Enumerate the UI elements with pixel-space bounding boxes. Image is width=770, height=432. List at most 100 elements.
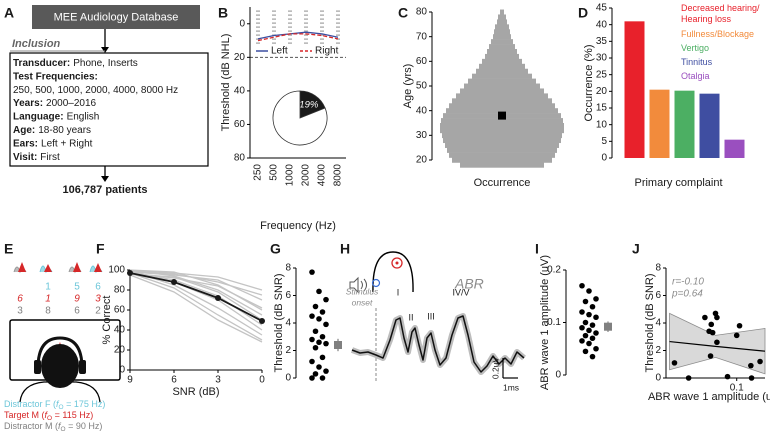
criterion-value: English: [67, 111, 100, 122]
violin-bin: [445, 142, 559, 148]
violin-bin: [498, 14, 506, 20]
y-tick-label: 0: [655, 373, 661, 384]
data-point: [319, 309, 326, 315]
data-point: [312, 344, 319, 351]
criterion: Visit: First: [13, 151, 60, 162]
data-point: [593, 296, 599, 302]
talker-name: Target M (: [4, 410, 45, 420]
panel-label: A: [4, 5, 14, 21]
violin-bin: [497, 19, 507, 25]
data-point: [707, 353, 714, 359]
peak-label: II: [408, 312, 413, 322]
f0-subscript: O: [59, 404, 64, 411]
data-point: [316, 339, 322, 346]
y-tick-label: 20: [234, 52, 246, 63]
y-tick-label: 20: [596, 86, 608, 97]
data-point: [593, 345, 599, 352]
criterion-value: 18-80 years: [38, 125, 91, 136]
violin-bin: [440, 127, 564, 134]
criterion-key: Language:: [13, 111, 64, 122]
data-point: [736, 322, 743, 329]
y-tick-label: 20: [114, 345, 126, 356]
digit: 3: [95, 294, 101, 305]
series-line: [129, 274, 263, 343]
data-point: [579, 309, 585, 315]
digit: 2: [95, 306, 101, 317]
criterion-value: 250, 500, 1000, 2000, 4000, 8000 Hz: [13, 84, 178, 95]
criterion-value: First: [40, 151, 60, 162]
y-tick-label: 45: [596, 3, 608, 14]
mean-marker: [334, 341, 342, 349]
data-point: [714, 314, 720, 321]
criterion-key: Age:: [13, 125, 35, 136]
waveform: [351, 315, 525, 373]
y-tick-label: 0: [239, 18, 245, 29]
criterion: Years: 2000–2016: [13, 98, 97, 109]
abr-title: ABR: [454, 276, 484, 292]
data-point: [579, 282, 585, 289]
series-line: [257, 33, 339, 42]
violin-bin: [447, 147, 557, 153]
data-point: [582, 319, 589, 326]
violin-bin: [443, 137, 561, 144]
y-tick-label: 30: [596, 53, 608, 64]
series-line: [129, 269, 263, 311]
criterion-key: Transducer:: [13, 58, 70, 69]
talker-f0: = 115 Hz): [52, 410, 93, 420]
x-tick-label: 2000: [301, 164, 312, 187]
series-marker: [215, 295, 221, 301]
panel-label: J: [632, 241, 640, 257]
data-point: [724, 373, 731, 380]
arrow-head: [101, 176, 109, 182]
y-tick-label: 0: [601, 153, 607, 164]
violin-bin: [446, 108, 558, 114]
y-axis-label: Threshold (dB NHL): [220, 34, 232, 132]
annotation: p=0.64: [671, 289, 703, 300]
y-tick-label: 15: [596, 103, 608, 114]
scale-t-label: 1ms: [503, 382, 519, 392]
data-point: [323, 340, 329, 347]
criterion-key: Test Frequencies:: [13, 71, 98, 82]
legend-label: Right: [315, 46, 339, 57]
y-tick-label: 40: [114, 325, 126, 336]
mean-marker: [604, 322, 612, 331]
violin-bin: [476, 68, 528, 74]
y-tick-label: 60: [234, 119, 246, 130]
x-tick-label: 0: [259, 375, 265, 386]
data-point: [586, 288, 592, 294]
target-electrode-dot: [395, 261, 399, 265]
panel-label: I: [535, 241, 539, 257]
x-axis-label: SNR (dB): [172, 386, 219, 398]
peak-label: I: [397, 287, 400, 297]
panel-a: MEE Audiology Database Inclusion 106,787…: [9, 5, 209, 196]
y-tick-label: 80: [114, 285, 126, 296]
data-point: [316, 364, 322, 370]
x-axis-label: ABR wave 1 amplitude (uV): [648, 391, 770, 403]
violin-bin: [489, 44, 515, 50]
bar: [674, 90, 695, 158]
digit: 6: [74, 306, 80, 317]
database-title: MEE Audiology Database: [54, 11, 179, 23]
y-tick-label: 6: [655, 290, 661, 301]
scale-v-label: 0.2uV: [490, 357, 500, 380]
sound-waves: [360, 278, 367, 292]
y-tick-label: 70: [416, 31, 428, 42]
bar: [624, 21, 645, 159]
y-tick-label: 40: [416, 105, 428, 116]
criterion: Ears: Left + Right: [13, 138, 93, 149]
f0-subscript: O: [47, 415, 52, 422]
x-tick-label: 9: [127, 375, 133, 386]
bar: [649, 89, 670, 158]
series-line: [257, 31, 339, 40]
criterion-value: Phone, Inserts: [73, 58, 137, 69]
x-tick-label: 4000: [317, 164, 328, 187]
fit-line: [669, 340, 766, 352]
violin-bin: [449, 103, 555, 109]
panel-label: B: [218, 5, 228, 21]
head-outline: [372, 251, 414, 293]
criterion-key: Visit:: [13, 151, 37, 162]
target-electrode: [391, 257, 403, 269]
violin-bin: [442, 132, 562, 139]
criterion: Test Frequencies:: [13, 71, 98, 82]
